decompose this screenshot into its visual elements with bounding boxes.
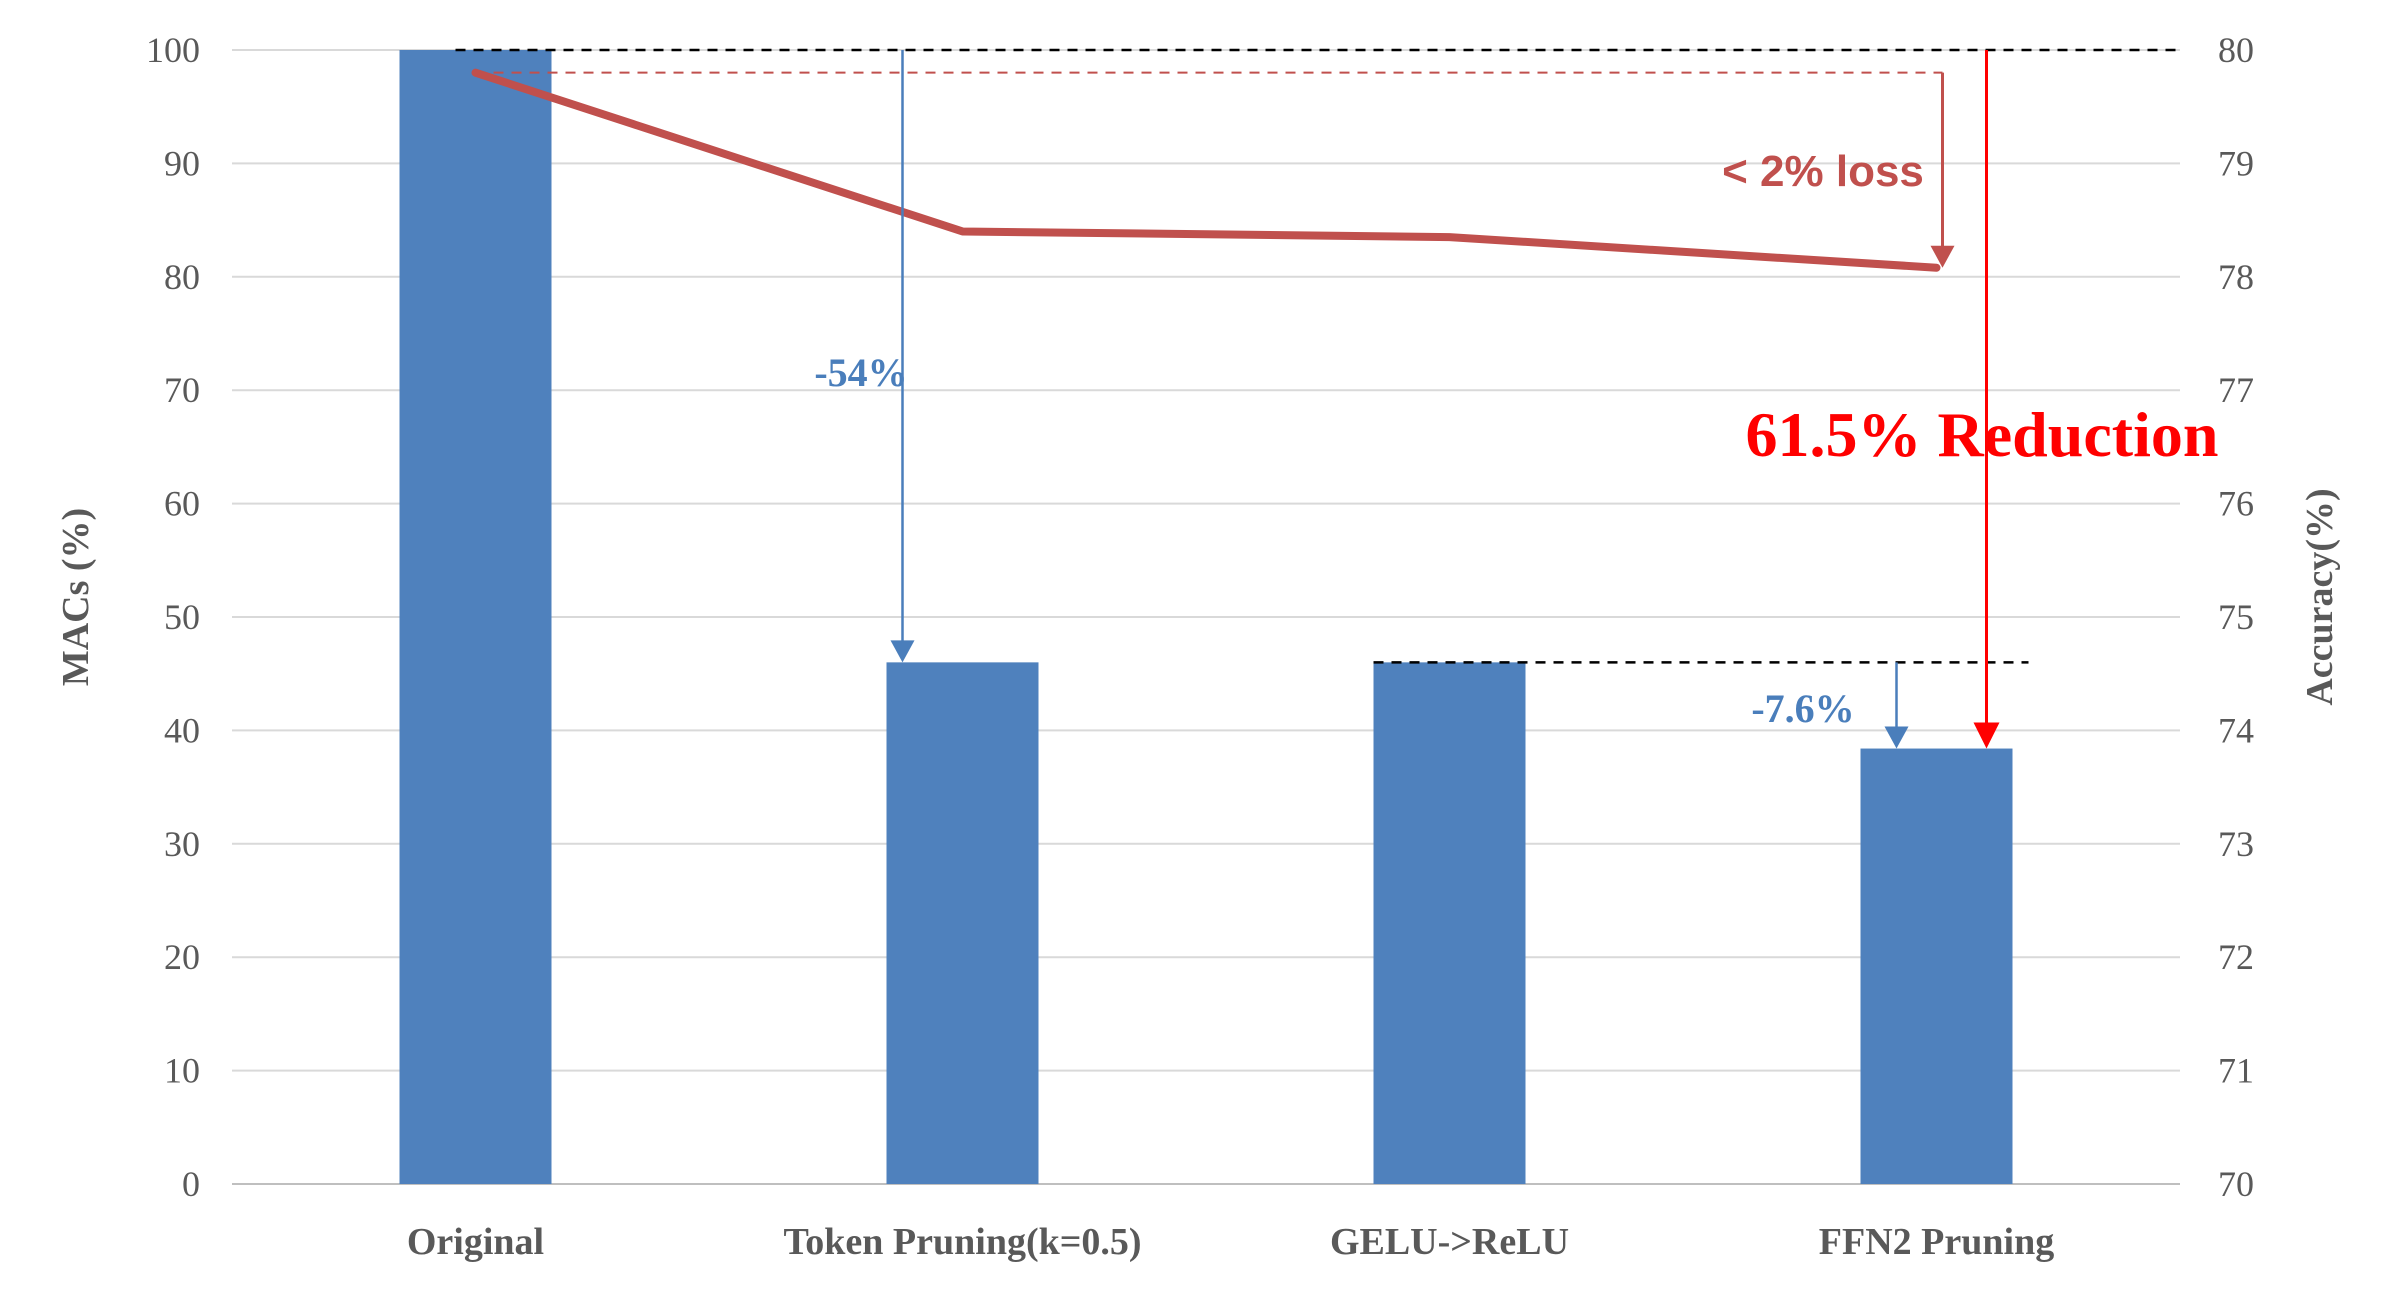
token-reduction-label: -54% [814, 350, 907, 395]
right-tick-label: 75 [2218, 597, 2254, 637]
accuracy-point [1933, 264, 1940, 271]
category-label: FFN2 Pruning [1819, 1221, 2054, 1263]
left-tick-label: 20 [164, 937, 200, 977]
left-tick-label: 80 [164, 257, 200, 297]
left-tick-label: 30 [164, 824, 200, 864]
accuracy-line-path [471, 68, 1941, 272]
bar [399, 50, 552, 1184]
left-axis-title: MACs (%) [55, 508, 97, 686]
left-tick-label: 70 [164, 370, 200, 410]
right-tick-label: 79 [2218, 143, 2254, 183]
right-tick-label: 72 [2218, 937, 2254, 977]
token-arrow-head [890, 640, 915, 663]
right-tick-label: 80 [2218, 30, 2254, 70]
category-label: Original [407, 1221, 544, 1263]
right-tick-label: 76 [2218, 484, 2254, 524]
guide-lines [455, 48, 2180, 664]
right-tick-label: 71 [2218, 1051, 2254, 1091]
right-axis-title: Accuracy(%) [2299, 488, 2341, 705]
left-tick-label: 50 [164, 597, 200, 637]
left-tick-label: 40 [164, 710, 200, 750]
left-tick-label: 10 [164, 1051, 200, 1091]
category-label: Token Pruning(k=0.5) [783, 1221, 1141, 1263]
ffn2-reduction-label: -7.6% [1751, 686, 1854, 731]
right-tick-label: 78 [2218, 257, 2254, 297]
ffn2-arrow-head [1884, 726, 1909, 749]
right-tick-label: 77 [2218, 370, 2254, 410]
right-tick-label: 70 [2218, 1164, 2254, 1204]
right-axis-ticks: 70 71 72 73 74 75 76 77 78 79 80 [2218, 30, 2254, 1204]
left-tick-label: 0 [182, 1164, 200, 1204]
total-reduction-label: 61.5% Reduction [1746, 399, 2219, 470]
right-tick-label: 74 [2218, 710, 2254, 750]
annotation-arrows [890, 50, 2000, 749]
left-axis-ticks: 0 10 20 30 40 50 60 70 80 90 100 [146, 30, 200, 1204]
category-label: GELU->ReLU [1330, 1221, 1569, 1263]
loss-arrow-head [1930, 245, 1955, 268]
accuracy-loss-label: < 2% loss [1722, 147, 1924, 196]
bars [399, 50, 2013, 1184]
gridlines [232, 49, 2180, 1185]
bar [1373, 662, 1526, 1184]
accuracy-point [472, 69, 479, 76]
accuracy-point [959, 228, 966, 235]
left-tick-label: 90 [164, 143, 200, 183]
left-tick-label: 100 [146, 30, 200, 70]
right-tick-label: 73 [2218, 824, 2254, 864]
accuracy-line [471, 68, 1941, 272]
left-tick-label: 60 [164, 484, 200, 524]
category-labels: Original Token Pruning(k=0.5) GELU->ReLU FF… [407, 1221, 2054, 1263]
bar [886, 662, 1039, 1184]
total-arrow-head [1973, 722, 2000, 749]
accuracy-point [1446, 234, 1453, 241]
bar [1860, 748, 2013, 1184]
